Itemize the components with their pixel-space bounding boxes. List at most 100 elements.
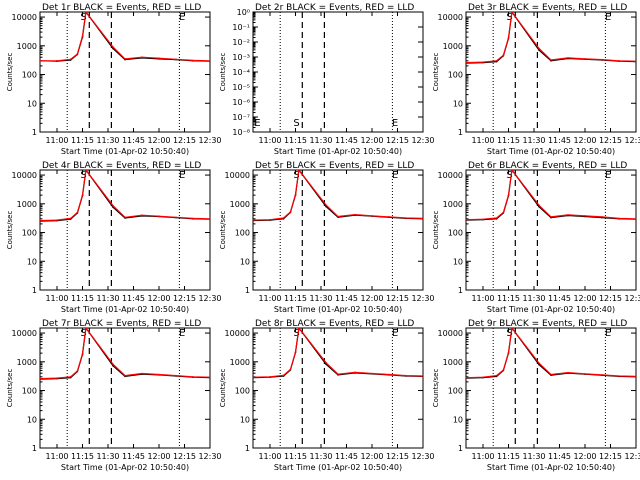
series-lld-point: [482, 376, 484, 379]
series-lld-point: [175, 58, 177, 61]
x-tick-label: 12:15: [173, 136, 196, 145]
y-axis-label: Counts/sec: [6, 211, 14, 250]
x-tick-label: 12:30: [411, 136, 434, 145]
series-lld-point: [354, 213, 356, 216]
panel-title: Det 9r BLACK = Events, RED = LLD: [468, 319, 627, 329]
series-lld-point: [538, 47, 540, 50]
y-tick-label: 100: [22, 387, 37, 396]
detector-panel: Det 7r BLACK = Events, RED = LLD Counts/s…: [6, 319, 222, 472]
series-lld-point: [567, 371, 569, 374]
y-tick-label: 1000: [443, 200, 463, 209]
series-lld-point: [56, 60, 58, 62]
series-lld-point: [85, 170, 87, 171]
x-axis-label: Start Time (01-Apr-02 10:50:40): [61, 305, 189, 314]
series-lld-point: [337, 215, 339, 218]
series-lld-point: [69, 376, 72, 378]
x-tick-label: 12:30: [624, 136, 640, 145]
event-marker: S: [506, 12, 512, 23]
y-tick-label: 10⁻³: [232, 53, 250, 62]
x-tick-label: 11:30: [522, 136, 545, 145]
event-marker: E: [254, 118, 260, 129]
y-tick-label: 10000: [225, 329, 250, 338]
series-lld-point: [635, 218, 636, 220]
series-lld-point: [325, 204, 327, 206]
y-tick-label: 10000: [225, 171, 250, 180]
series-lld-point: [495, 374, 498, 377]
detector-panel: Det 6r BLACK = Events, RED = LLD Counts/s…: [432, 161, 640, 314]
y-tick-label: 100: [22, 71, 37, 80]
series-lld-point: [81, 35, 84, 37]
x-tick-label: 11:15: [497, 294, 520, 303]
y-tick-label: 10⁻⁴: [232, 68, 250, 77]
series-lld-point: [141, 56, 143, 59]
y-tick-label: 1000: [17, 358, 37, 367]
series-lld-point: [158, 215, 160, 218]
plot-frame: [465, 327, 637, 449]
x-axis-label: Start Time (01-Apr-02 10:50:40): [274, 463, 402, 472]
y-tick-label: 10000: [438, 171, 463, 180]
plot-frame: [39, 327, 211, 449]
panel-title: Det 8r BLACK = Events, RED = LLD: [255, 319, 414, 329]
series-lld-point: [337, 373, 339, 376]
series-lld-point: [482, 218, 484, 221]
y-tick-label: 1: [458, 286, 463, 295]
x-tick-label: 12:00: [147, 136, 170, 145]
plot-frame: [39, 11, 211, 133]
event-marker: S: [506, 328, 512, 339]
series-lld-point: [405, 374, 407, 377]
x-tick-label: 11:00: [471, 452, 494, 461]
y-tick-label: 10⁻²: [232, 38, 250, 47]
event-marker: S: [293, 118, 299, 129]
series-lld-point: [388, 216, 390, 218]
y-tick-label: 1: [245, 444, 250, 453]
x-tick-label: 11:15: [71, 136, 94, 145]
series-lld-point: [601, 374, 603, 376]
y-axis-label: Counts/sec: [432, 369, 440, 408]
series-lld-point: [388, 373, 390, 376]
plot-frame: [465, 169, 637, 291]
series-lld-point: [112, 46, 114, 48]
y-tick-label: 1: [245, 286, 250, 295]
plot-frame: [252, 327, 424, 449]
event-marker: E: [605, 12, 611, 23]
x-tick-label: 11:45: [335, 136, 358, 145]
series-lld-point: [158, 57, 160, 60]
x-tick-label: 12:15: [386, 452, 409, 461]
series-lld-point: [635, 60, 636, 63]
series-events-point: [538, 49, 540, 52]
x-tick-label: 12:00: [147, 294, 170, 303]
series-lld-point: [584, 58, 586, 60]
x-tick-label: 11:30: [96, 294, 119, 303]
event-marker: E: [179, 12, 185, 23]
y-tick-label: 1000: [17, 200, 37, 209]
series-lld-point: [289, 368, 292, 371]
y-tick-label: 1000: [443, 358, 463, 367]
event-marker: S: [80, 328, 86, 339]
event-marker: E: [605, 170, 611, 181]
series-lld-point: [550, 373, 552, 376]
series-lld-point: [141, 214, 143, 217]
series-lld-point: [158, 373, 160, 376]
x-tick-label: 12:15: [386, 136, 409, 145]
y-tick-label: 10⁻¹: [232, 23, 250, 32]
series-lld-point: [141, 372, 143, 375]
x-tick-label: 11:45: [122, 136, 145, 145]
detector-panel: Det 2r BLACK = Events, RED = LLD Counts/s…: [219, 3, 435, 156]
y-tick-label: 1000: [230, 200, 250, 209]
x-tick-label: 11:00: [471, 294, 494, 303]
y-tick-label: 100: [448, 387, 463, 396]
x-tick-label: 12:15: [386, 294, 409, 303]
series-lld-point: [112, 363, 114, 366]
y-tick-label: 10⁻⁶: [232, 98, 250, 107]
series-lld-point: [298, 328, 300, 329]
y-tick-label: 10: [453, 99, 463, 108]
series-lld-point: [209, 60, 210, 62]
y-tick-label: 10000: [438, 13, 463, 22]
event-marker: S: [293, 328, 299, 339]
series-lld-point: [354, 371, 356, 374]
series-lld-point: [112, 205, 114, 207]
series-lld-point: [209, 376, 210, 379]
y-tick-label: 10: [27, 415, 37, 424]
y-tick-label: 1000: [17, 42, 37, 51]
x-tick-label: 12:00: [360, 452, 383, 461]
